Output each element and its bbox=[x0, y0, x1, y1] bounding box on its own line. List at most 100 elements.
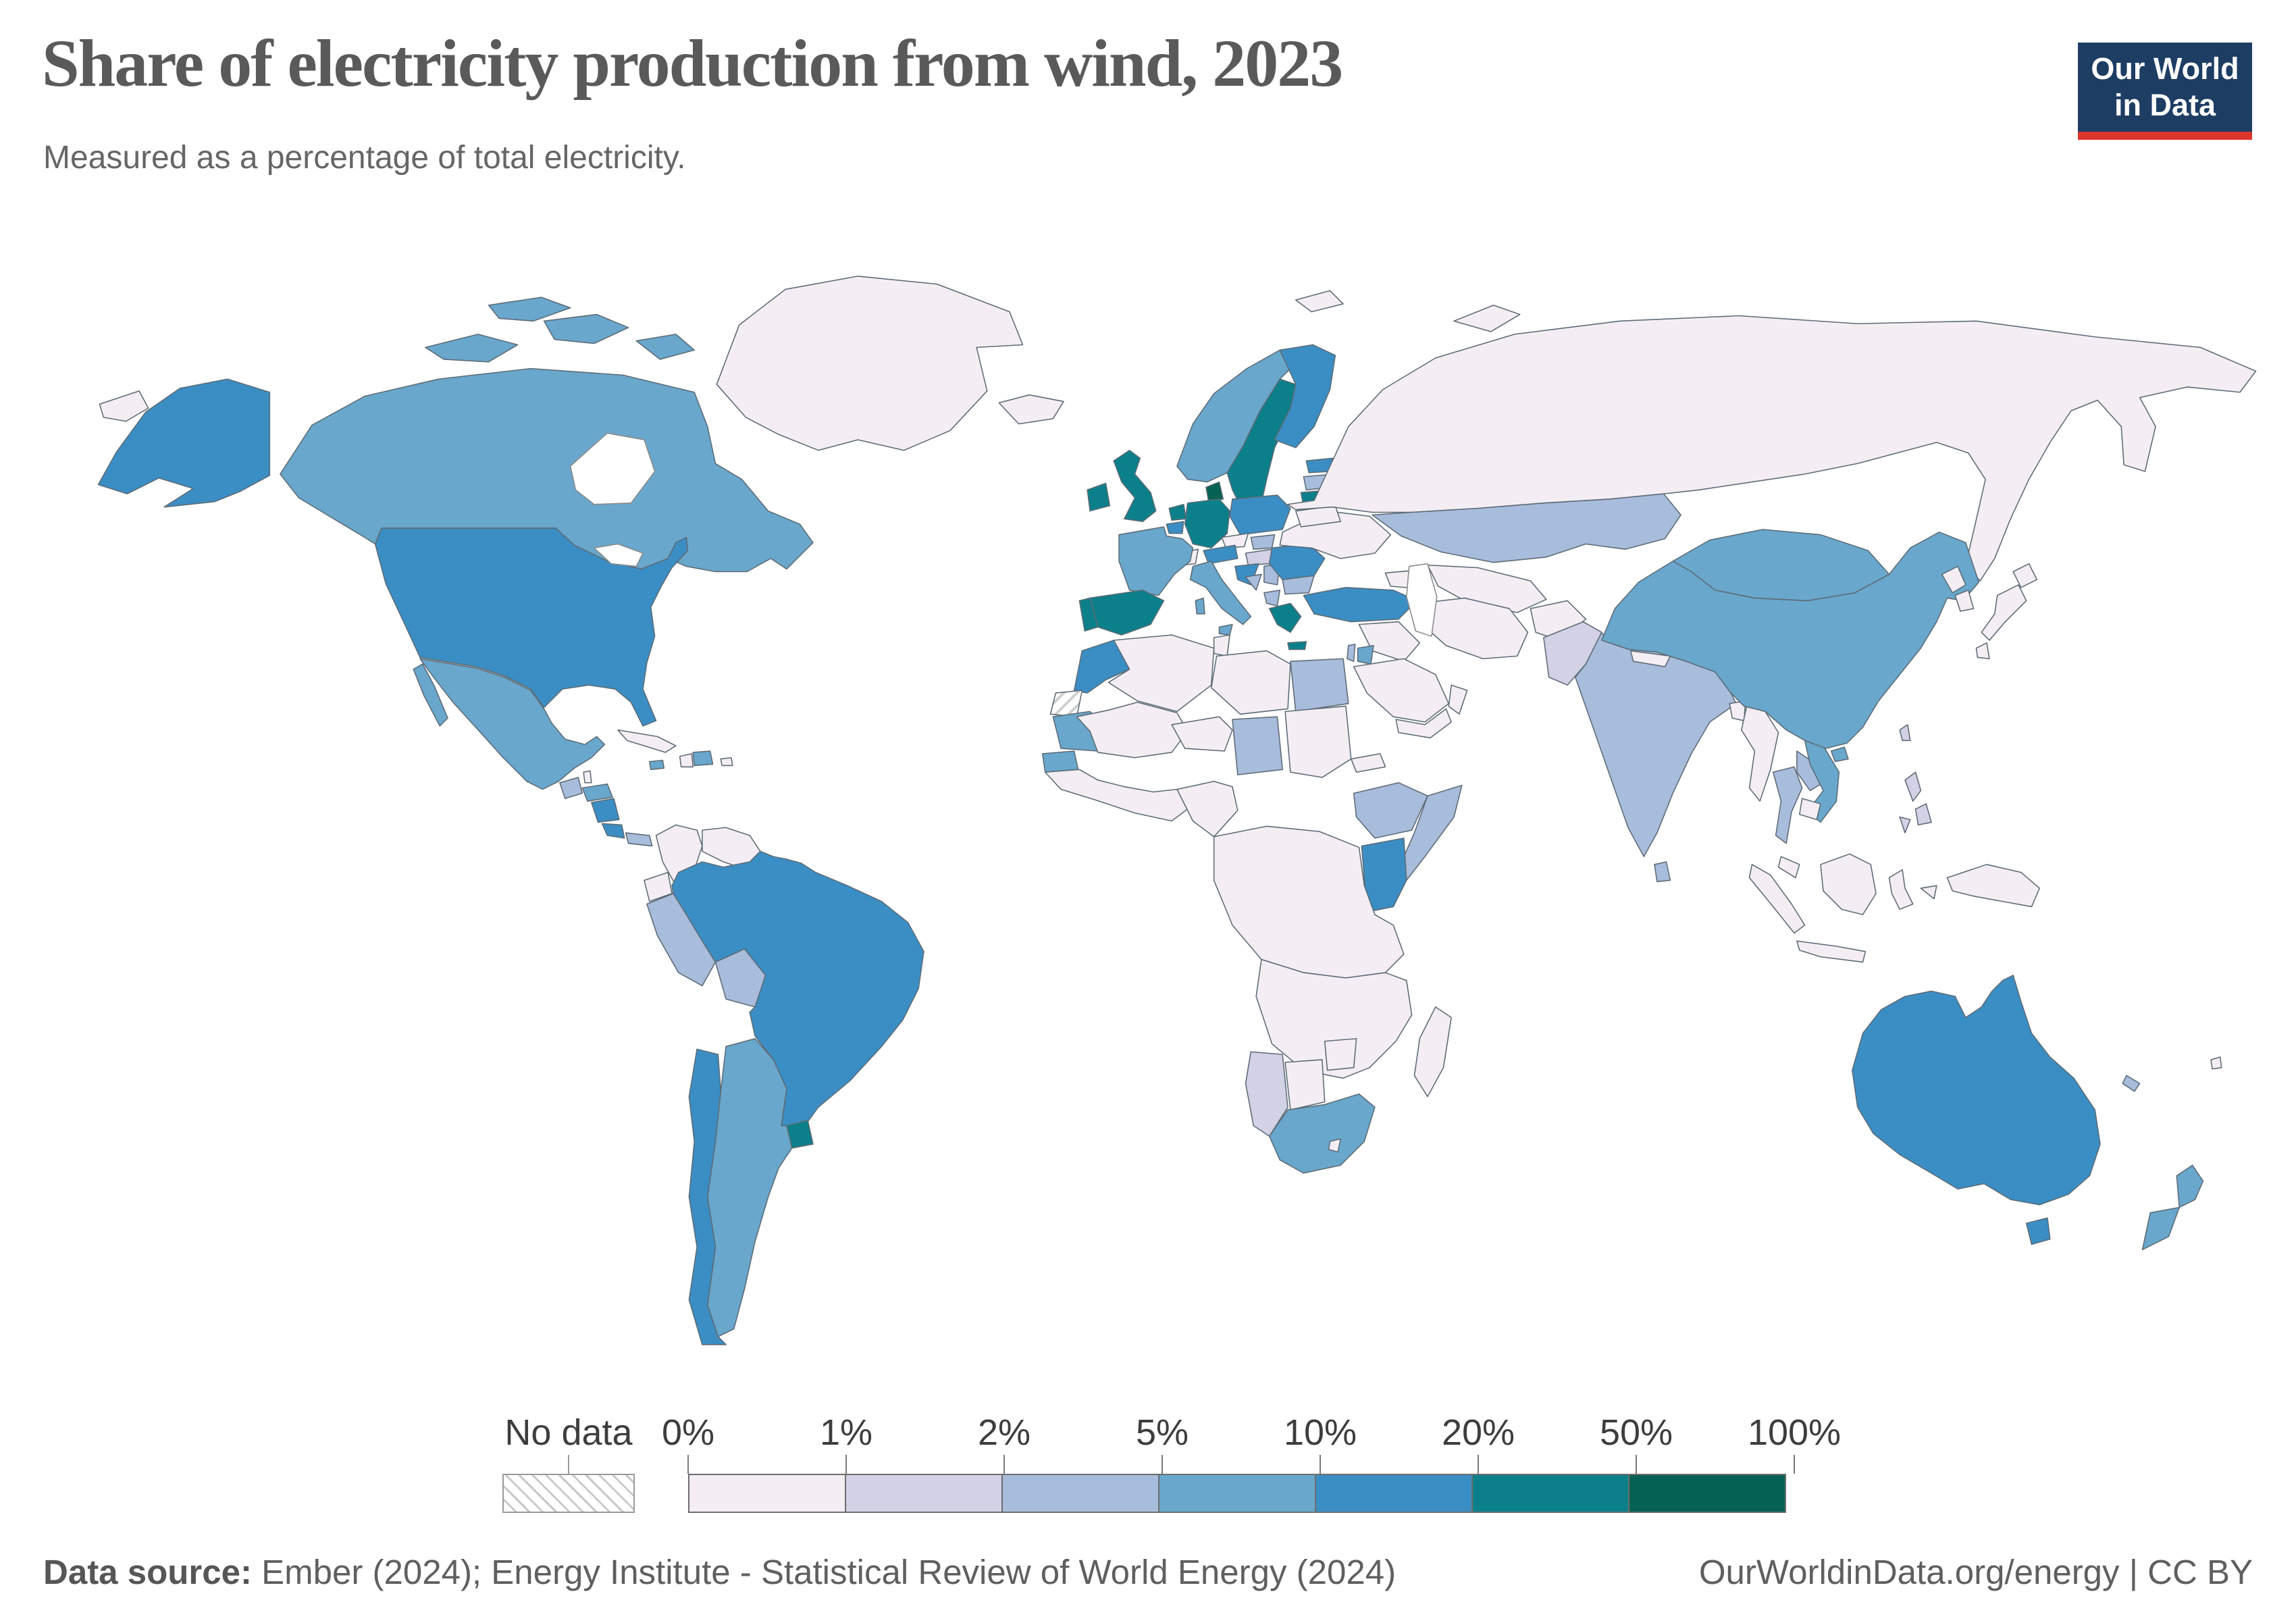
region-bosnia[interactable] bbox=[1245, 573, 1262, 591]
region-austria[interactable] bbox=[1203, 544, 1238, 565]
region-iceland[interactable] bbox=[998, 394, 1064, 425]
region-jamaica[interactable] bbox=[649, 759, 665, 771]
region-central-africa[interactable] bbox=[1213, 825, 1405, 979]
region-saudi-arabia[interactable] bbox=[1353, 658, 1450, 723]
legend-segment-0-1%[interactable] bbox=[688, 1474, 846, 1513]
legend-segment-20-50%[interactable] bbox=[1471, 1474, 1629, 1513]
region-nepal[interactable] bbox=[1629, 650, 1671, 667]
legend-segment-5-10%[interactable] bbox=[1158, 1474, 1316, 1513]
region-turkey[interactable] bbox=[1303, 587, 1418, 623]
legend-segment-50-100%[interactable] bbox=[1628, 1474, 1786, 1513]
region-czechia[interactable] bbox=[1221, 532, 1249, 549]
region-central-asia[interactable] bbox=[1427, 564, 1547, 613]
region-senegal[interactable] bbox=[1041, 750, 1079, 773]
region-haiti[interactable] bbox=[679, 753, 694, 768]
region-germany[interactable] bbox=[1184, 498, 1230, 549]
region-panama[interactable] bbox=[625, 832, 653, 847]
region-israel[interactable] bbox=[1347, 644, 1356, 662]
region-france[interactable] bbox=[1118, 526, 1194, 596]
region-japan[interactable] bbox=[1975, 563, 2038, 660]
region-chukotka[interactable] bbox=[99, 390, 149, 422]
region-taiwan[interactable] bbox=[1899, 724, 1911, 742]
region-finland[interactable] bbox=[1274, 344, 1336, 448]
region-guatemala[interactable] bbox=[559, 777, 583, 800]
region-philippines[interactable] bbox=[1899, 771, 1932, 833]
region-hungary[interactable] bbox=[1245, 548, 1273, 566]
region-ireland[interactable] bbox=[1087, 482, 1111, 512]
region-belgium[interactable] bbox=[1166, 521, 1184, 534]
region-guinea-coast[interactable] bbox=[1044, 769, 1194, 822]
region-arctic-islands[interactable] bbox=[425, 297, 695, 363]
legend-segment-1-2%[interactable] bbox=[845, 1474, 1003, 1513]
region-tasmania[interactable] bbox=[2025, 1217, 2051, 1245]
region-new-zealand[interactable] bbox=[2141, 1164, 2204, 1250]
region-southern-africa[interactable] bbox=[1255, 958, 1413, 1079]
region-niger[interactable] bbox=[1171, 716, 1233, 752]
region-nicaragua[interactable] bbox=[591, 798, 620, 823]
region-new-caledonia[interactable] bbox=[2122, 1075, 2141, 1092]
region-chile[interactable] bbox=[688, 1048, 727, 1345]
region-zimbabwe[interactable] bbox=[1324, 1037, 1357, 1071]
region-greece[interactable] bbox=[1268, 602, 1307, 650]
region-spain[interactable] bbox=[1089, 589, 1165, 636]
region-chad[interactable] bbox=[1232, 716, 1283, 775]
region-west-africa[interactable] bbox=[1076, 701, 1189, 758]
region-dominican-republic[interactable] bbox=[692, 750, 714, 767]
region-indonesia[interactable] bbox=[1748, 853, 1937, 963]
region-netherlands[interactable] bbox=[1168, 503, 1187, 521]
region-australia[interactable] bbox=[1852, 975, 2101, 1206]
region-brazil[interactable] bbox=[671, 850, 924, 1137]
region-north-korea[interactable] bbox=[1941, 565, 1966, 594]
region-myanmar[interactable] bbox=[1741, 705, 1779, 802]
region-greenland[interactable] bbox=[716, 276, 1024, 451]
region-cuba[interactable] bbox=[617, 729, 677, 753]
region-alaska[interactable] bbox=[97, 378, 271, 508]
region-sri-lanka[interactable] bbox=[1654, 861, 1671, 883]
region-slovakia[interactable] bbox=[1250, 534, 1276, 550]
region-thailand[interactable] bbox=[1772, 766, 1803, 844]
region-denmark[interactable] bbox=[1205, 481, 1224, 503]
region-south-africa[interactable] bbox=[1268, 1093, 1376, 1174]
legend-segment-2-5%[interactable] bbox=[1001, 1474, 1159, 1513]
region-nigeria[interactable] bbox=[1176, 781, 1238, 838]
region-novaya-zemlya[interactable] bbox=[1453, 305, 1521, 332]
region-botswana[interactable] bbox=[1284, 1059, 1326, 1110]
region-sudan[interactable] bbox=[1284, 705, 1352, 778]
region-oman[interactable] bbox=[1448, 684, 1468, 715]
owid-logo[interactable]: Our World in Data bbox=[2078, 43, 2252, 140]
legend-color-bar[interactable]: 0% 1% 2% 5% 10% 20% 50% 100% bbox=[662, 1412, 1841, 1514]
region-egypt[interactable] bbox=[1290, 658, 1349, 713]
region-portugal[interactable] bbox=[1078, 597, 1099, 632]
region-mongolia[interactable] bbox=[1672, 529, 1890, 602]
region-new-guinea[interactable] bbox=[1946, 864, 2040, 908]
region-madagascar[interactable] bbox=[1413, 1006, 1452, 1098]
region-cambodia[interactable] bbox=[1798, 798, 1821, 821]
region-puerto-rico[interactable] bbox=[720, 756, 733, 767]
region-fiji[interactable] bbox=[2210, 1056, 2222, 1070]
region-kazakhstan[interactable] bbox=[1372, 493, 1681, 563]
no-data-swatch[interactable] bbox=[502, 1474, 635, 1513]
region-svalbard[interactable] bbox=[1295, 290, 1344, 313]
region-south-korea[interactable] bbox=[1954, 589, 1975, 612]
region-honduras[interactable] bbox=[581, 783, 613, 802]
region-costa-rica[interactable] bbox=[601, 823, 625, 839]
region-ethiopia[interactable] bbox=[1353, 782, 1428, 839]
credit-link[interactable]: OurWorldinData.org/energy | CC BY bbox=[1698, 1553, 2253, 1591]
region-poland[interactable] bbox=[1229, 494, 1291, 536]
region-albania[interactable] bbox=[1263, 589, 1281, 607]
region-lesotho[interactable] bbox=[1328, 1138, 1341, 1153]
region-eritrea[interactable] bbox=[1350, 753, 1386, 773]
region-mexico[interactable] bbox=[413, 658, 606, 790]
region-algeria[interactable] bbox=[1107, 634, 1215, 713]
region-somalia[interactable] bbox=[1403, 784, 1463, 881]
region-yemen[interactable] bbox=[1395, 708, 1452, 739]
legend-segment-10-20%[interactable] bbox=[1315, 1474, 1473, 1513]
region-belize[interactable] bbox=[583, 770, 592, 783]
region-vietnam[interactable] bbox=[1804, 740, 1840, 823]
region-tunisia[interactable] bbox=[1213, 634, 1230, 657]
region-jordan[interactable] bbox=[1357, 644, 1374, 665]
region-libya[interactable] bbox=[1210, 650, 1291, 715]
region-usa[interactable] bbox=[374, 528, 689, 727]
region-united-kingdom[interactable] bbox=[1113, 449, 1157, 522]
world-choropleth-map[interactable] bbox=[27, 265, 2269, 1348]
